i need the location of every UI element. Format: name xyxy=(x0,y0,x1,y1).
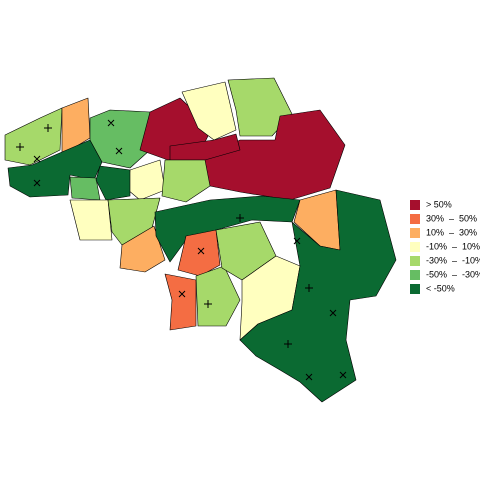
region xyxy=(181,81,237,141)
marker xyxy=(33,119,347,381)
region xyxy=(4,107,63,166)
legend-swatch xyxy=(410,256,420,266)
legend-label: -10% – 10% xyxy=(426,241,480,251)
legend-label: 10% – 30% xyxy=(426,227,477,237)
region xyxy=(69,176,101,201)
region xyxy=(89,109,151,169)
legend-label: 30% – 50% xyxy=(426,213,477,223)
region xyxy=(95,165,131,201)
region xyxy=(69,199,113,241)
legend-swatch xyxy=(410,284,420,294)
region xyxy=(201,109,346,201)
legend-swatch xyxy=(410,200,420,210)
legend-swatch xyxy=(410,242,420,252)
legend-label: < -50% xyxy=(426,283,455,293)
legend-label: > 50% xyxy=(426,199,452,209)
legend-swatch xyxy=(410,228,420,238)
legend-swatch xyxy=(410,214,420,224)
region xyxy=(164,273,197,331)
region xyxy=(227,77,293,137)
markers xyxy=(16,119,347,381)
legend-label: -30% – -10% xyxy=(426,255,480,265)
legend: > 50% 30% – 50% 10% – 30% -10% – 10% -30% – … xyxy=(410,199,480,294)
region xyxy=(239,189,397,403)
regions xyxy=(4,77,397,403)
marker xyxy=(16,124,313,348)
region xyxy=(161,159,211,203)
region xyxy=(119,225,166,273)
legend-swatch xyxy=(410,270,420,280)
legend-label: -50% – -30% xyxy=(426,269,480,279)
region xyxy=(195,265,241,327)
region xyxy=(154,195,301,263)
region xyxy=(127,159,166,201)
